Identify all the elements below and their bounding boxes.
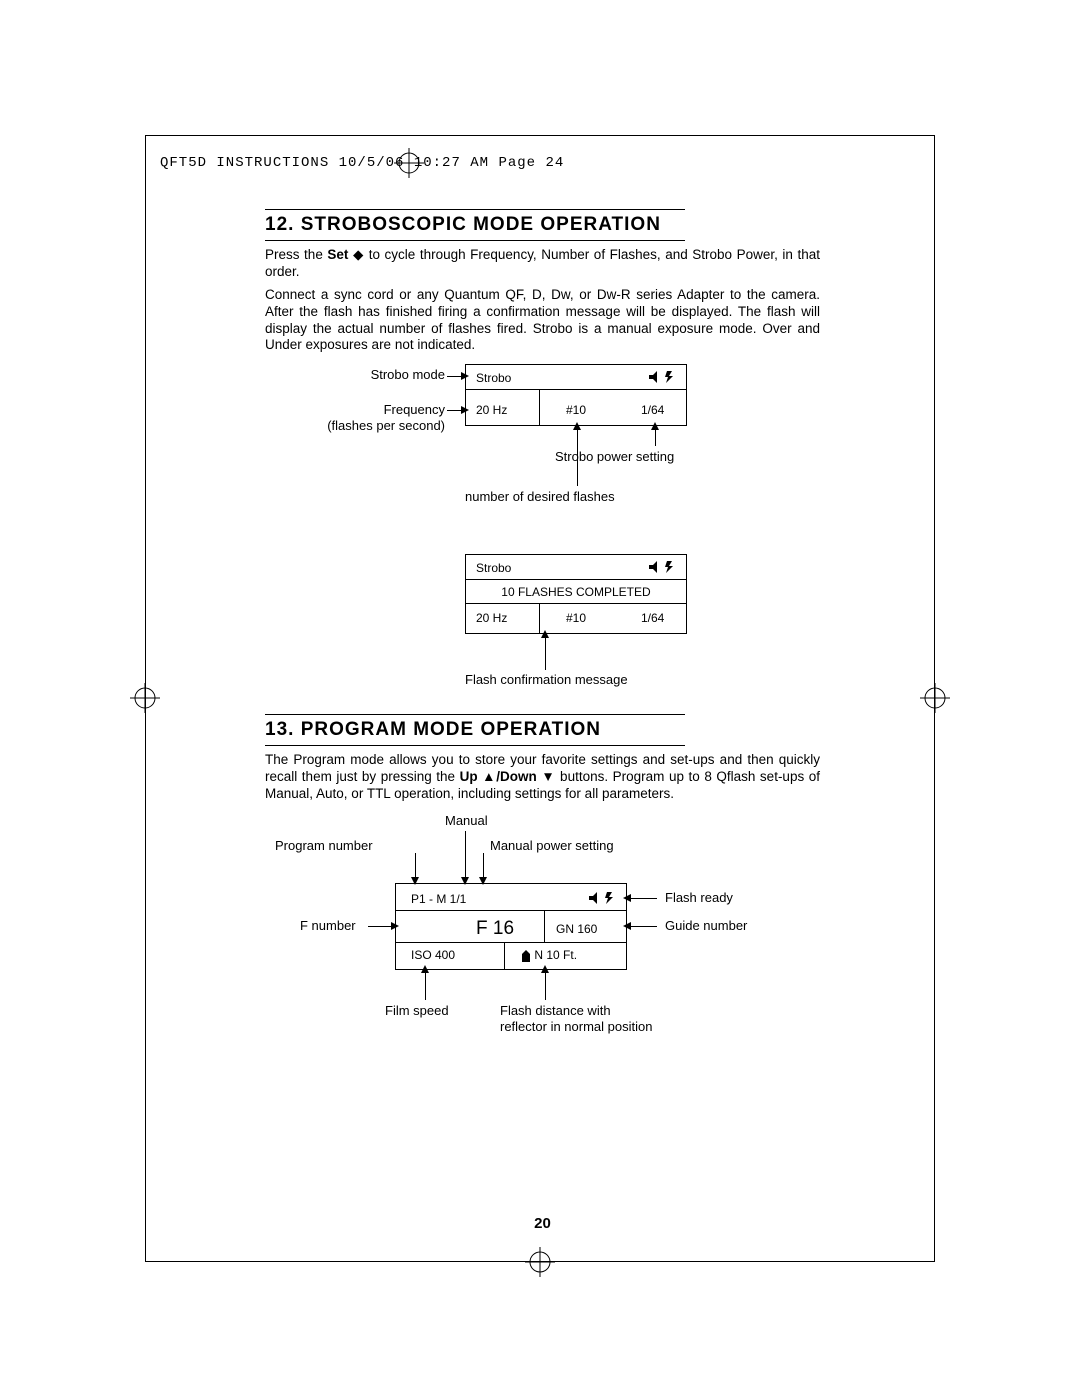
- diagram-1: Strobo 20 Hz #10 1/64 Strobo mode Freque…: [265, 364, 820, 544]
- s13-para1: The Program mode allows you to store you…: [265, 752, 820, 803]
- rule-bottom-13: [265, 745, 685, 746]
- lcd2-icons: [649, 559, 676, 573]
- c1-number: number of desired flashes: [465, 489, 615, 504]
- c3-prognum: Program number: [275, 838, 373, 853]
- lcd-1: Strobo 20 Hz #10 1/64: [465, 364, 687, 426]
- lcd2-msg: 10 FLASHES COMPLETED: [466, 585, 686, 599]
- rule-bottom-12: [265, 240, 685, 241]
- diagram-2: Strobo 10 FLASHES COMPLETED 20 Hz #10 1/…: [265, 554, 820, 704]
- c3-fnum: F number: [300, 918, 356, 933]
- crop-mark-top: [394, 148, 424, 178]
- c3-flashdist2: reflector in normal position: [500, 1019, 652, 1034]
- lcd1-icons: [649, 369, 676, 383]
- c3-guidenum: Guide number: [665, 918, 747, 933]
- bolt-icon: [664, 561, 676, 573]
- lcd3-icons: [589, 890, 616, 904]
- lcd1-hz: 20 Hz: [476, 403, 507, 417]
- lcd3-row1: P1 - M 1/1: [411, 892, 466, 906]
- section-12-title: 12. STROBOSCOPIC MODE OPERATION: [265, 214, 820, 236]
- s12-para1: Press the Set ◆ to cycle through Frequen…: [265, 247, 820, 281]
- crop-mark-right: [920, 683, 950, 713]
- c1-mode: Strobo mode: [315, 367, 445, 382]
- diagram-3: P1 - M 1/1 F 16 GN 160 ISO 400 N 10 Ft. …: [265, 813, 820, 1043]
- c2-msg: Flash confirmation message: [465, 672, 628, 687]
- section-13-title: 13. PROGRAM MODE OPERATION: [265, 719, 820, 741]
- crop-mark-left: [130, 683, 160, 713]
- c3-mpower: Manual power setting: [490, 838, 614, 853]
- lcd3-iso: ISO 400: [411, 948, 455, 962]
- lcd3-dist: N 10 Ft.: [521, 948, 577, 962]
- s12-p1a: Press the: [265, 247, 327, 262]
- lcd3-gn: GN 160: [556, 922, 597, 936]
- lcd1-count: #10: [566, 403, 586, 417]
- c3-manual: Manual: [445, 813, 488, 828]
- rule-top-13: [265, 714, 685, 715]
- speaker-icon: [649, 561, 661, 573]
- page-number: 20: [265, 1215, 820, 1232]
- lcd2-count: #10: [566, 611, 586, 625]
- reflector-icon: [521, 950, 531, 962]
- lcd-3: P1 - M 1/1 F 16 GN 160 ISO 400 N 10 Ft.: [395, 883, 627, 970]
- lcd2-row1: Strobo: [476, 561, 511, 575]
- s13-updown: Up ▲/Down ▼: [460, 769, 556, 784]
- lcd1-power: 1/64: [641, 403, 664, 417]
- lcd3-f: F 16: [476, 918, 514, 940]
- c1-power: Strobo power setting: [555, 449, 674, 464]
- c3-flashdist1: Flash distance with: [500, 1003, 611, 1018]
- speaker-icon: [649, 371, 661, 383]
- lcd-2: Strobo 10 FLASHES COMPLETED 20 Hz #10 1/…: [465, 554, 687, 634]
- s12-para2: Connect a sync cord or any Quantum QF, D…: [265, 287, 820, 355]
- lcd2-power: 1/64: [641, 611, 664, 625]
- lcd3-dist-text: N 10 Ft.: [534, 948, 577, 962]
- lcd2-hz: 20 Hz: [476, 611, 507, 625]
- rule-top-12: [265, 209, 685, 210]
- c3-flashready: Flash ready: [665, 890, 733, 905]
- s12-set: Set: [327, 247, 348, 262]
- print-header: QFT5D INSTRUCTIONS 10/5/06 10:27 AM Page…: [160, 155, 564, 171]
- s12-p1b: ◆ to cycle through Frequency, Number of …: [265, 247, 820, 279]
- crop-mark-bottom: [525, 1247, 555, 1277]
- bolt-icon: [604, 892, 616, 904]
- speaker-icon: [589, 892, 601, 904]
- c1-freq-sub: (flashes per second): [285, 418, 445, 433]
- lcd1-row1: Strobo: [476, 371, 511, 385]
- c3-filmspeed: Film speed: [385, 1003, 449, 1018]
- c1-freq: Frequency: [315, 402, 445, 417]
- content-area: 12. STROBOSCOPIC MODE OPERATION Press th…: [265, 205, 820, 1053]
- bolt-icon: [664, 371, 676, 383]
